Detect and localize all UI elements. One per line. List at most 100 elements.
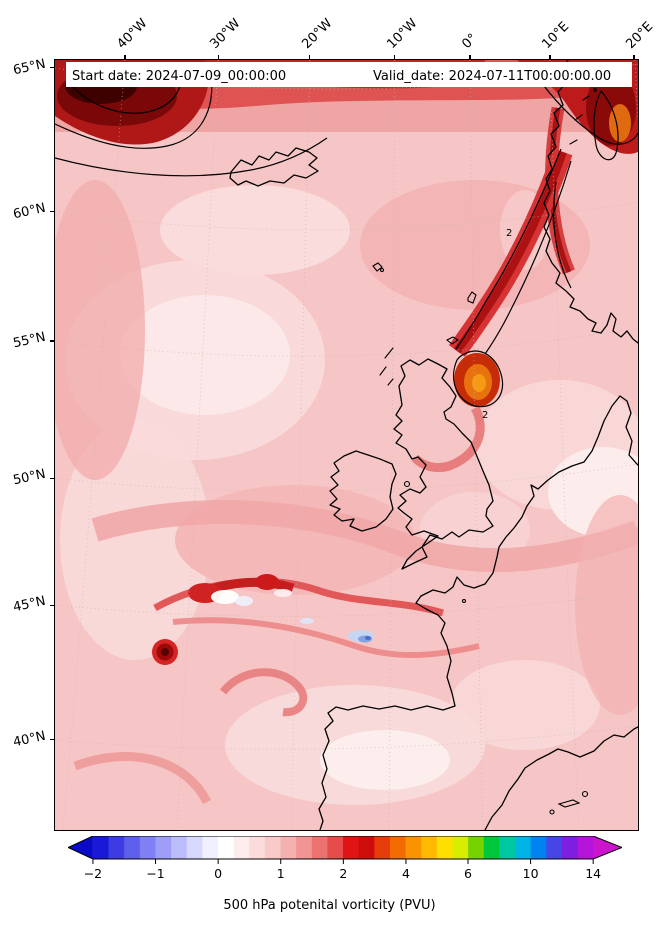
colorbar-cell (186, 836, 203, 859)
colorbar-cell (405, 836, 422, 859)
colorbar-canvas: −2 −1 0 1 2 4 6 10 14 (66, 835, 624, 881)
colorbar-tick-label: 2 (339, 866, 347, 881)
colorbar-cell (530, 836, 547, 859)
colorbar-cell (108, 836, 125, 859)
lon-tick-label: 40°W (114, 16, 151, 52)
colorbar-cell (327, 836, 344, 859)
colorbar-cell (546, 836, 563, 859)
lon-tick-label: 20°E (623, 19, 657, 52)
lat-tick-label: 40°N (12, 728, 48, 751)
lat-tick-label: 45°N (12, 593, 48, 616)
colorbar-cell (499, 836, 516, 859)
valid-date-text: Valid_date: 2024-07-11T00:00:00.00 (373, 69, 611, 84)
lat-tick-mark (50, 340, 55, 342)
norway-skerries (569, 95, 590, 145)
lat-tick-mark (50, 477, 55, 479)
lon-tick-label: 0° (459, 30, 481, 52)
faroe-islet (379, 267, 385, 273)
lon-tick-label: 10°W (384, 16, 421, 52)
coastline-norway (543, 60, 638, 344)
title-strip-background (66, 62, 632, 87)
lat-tick-mark (50, 67, 55, 69)
lat-tick-mark (50, 739, 55, 741)
lon-tick-mark (633, 55, 635, 60)
colorbar-cell (389, 836, 407, 859)
colorbar-cell (92, 836, 110, 859)
colorbar-cell (155, 836, 172, 859)
start-date-text: Start date: 2024-07-09_00:00:00 (72, 69, 286, 84)
lon-tick-label: 10°E (539, 19, 573, 52)
coastlines (229, 60, 638, 830)
colorbar-cell (249, 836, 266, 859)
colorbar-cell (280, 836, 297, 859)
islands (372, 80, 605, 815)
contour-labels: 22 (482, 228, 512, 421)
lat-tick-mark (50, 604, 55, 606)
colorbar-right-arrow (593, 836, 622, 859)
coastline-france-iberia-west (318, 595, 456, 830)
lon-tick-mark (394, 55, 396, 60)
coastline-mediterranean (484, 726, 638, 830)
colorbar-tick-label: 6 (464, 866, 472, 881)
lon-tick-mark (217, 55, 219, 60)
lon-tick-mark (549, 55, 551, 60)
colorbar-tick-label: −1 (146, 866, 164, 881)
colorbar-tick-label: 1 (277, 866, 285, 881)
colorbar-cell (358, 836, 375, 859)
colorbar-cell (374, 836, 391, 859)
contour-label: 2 (506, 228, 512, 239)
lat-tick-label: 50°N (12, 466, 48, 489)
colorbar-cell (436, 836, 454, 859)
colorbar-cell (421, 836, 438, 859)
colorbar-cell (515, 836, 532, 859)
colorbar: −2 −1 0 1 2 4 6 10 14 (66, 835, 624, 884)
coastline-iceland (229, 147, 319, 187)
colorbar-left-arrow (68, 836, 93, 859)
figure-caption: 500 hPa potenital vorticity (PVU) (223, 898, 436, 913)
colorbar-cell (577, 836, 594, 859)
lon-tick-mark (469, 55, 471, 60)
coastline-ireland (329, 450, 397, 532)
colorbar-cell (264, 836, 282, 859)
colorbar-cell (217, 836, 235, 859)
colorbar-cell (202, 836, 219, 859)
colorbar-tick-label: −2 (84, 866, 102, 881)
lat-tick-label: 60°N (12, 200, 48, 222)
colorbar-tick-label: 4 (402, 866, 410, 881)
colorbar-cell (468, 836, 485, 859)
lon-tick-label: 30°W (207, 16, 244, 52)
coastline-continent-north (420, 395, 638, 597)
top-axis: 40°W 30°W 20°W 10°W 0° 10°E 20°E (55, 0, 656, 60)
lat-tick-mark (50, 211, 55, 213)
colorbar-cell (561, 836, 579, 859)
colorbar-cell (124, 836, 141, 859)
colorbar-cell (139, 836, 157, 859)
colorbar-cell (296, 836, 313, 859)
colorbar-cell (343, 836, 360, 859)
left-axis: 65°N 60°N 55°N 50°N 45°N 40°N (0, 56, 55, 830)
colorbar-tick-label: 10 (523, 866, 539, 881)
map-canvas: 22 Start date: 2024-07-09_00:00:00 Valid… (55, 60, 638, 830)
colorbar-cell (233, 836, 250, 859)
lon-tick-mark (124, 55, 126, 60)
colorbar-cell (171, 836, 188, 859)
lon-tick-label: 20°W (299, 16, 336, 52)
colorbar-tick-label: 0 (214, 866, 222, 881)
colorbar-cell (311, 836, 329, 859)
lon-tick-mark (309, 55, 311, 60)
isle-of-man (403, 480, 411, 488)
lat-tick-label: 65°N (12, 56, 48, 78)
colorbar-cell (483, 836, 500, 859)
lat-tick-label: 55°N (12, 329, 48, 352)
coastline-great-britain (393, 358, 494, 570)
colorbar-tick-label: 14 (585, 866, 601, 881)
channel-island (461, 598, 467, 604)
colorbar-cell (452, 836, 469, 859)
orkney (445, 336, 460, 345)
graticule (55, 60, 638, 830)
negative-pv-pockets (211, 589, 374, 643)
title-strip: Start date: 2024-07-09_00:00:00 Valid_da… (66, 62, 632, 87)
balearics (557, 799, 581, 808)
